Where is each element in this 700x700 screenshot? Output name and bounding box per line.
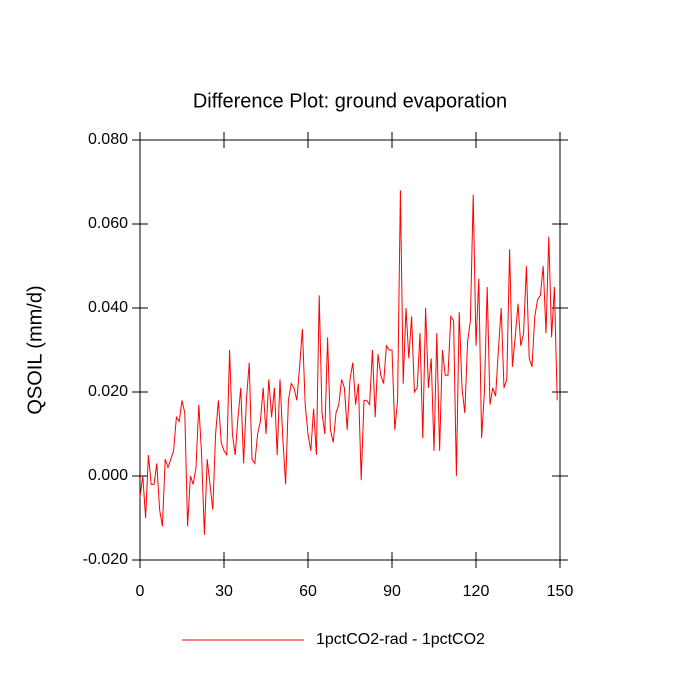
- x-tick-label: 60: [299, 583, 317, 600]
- y-tick-label: 0.000: [88, 467, 128, 484]
- x-tick-label: 120: [463, 583, 490, 600]
- y-tick-label: 0.080: [88, 131, 128, 148]
- y-axis-title: QSOIL (mm/d): [24, 285, 46, 414]
- x-tick-label: 90: [383, 583, 401, 600]
- data-line: [139, 190, 558, 535]
- x-tick-label: 150: [547, 583, 574, 600]
- y-tick-label: 0.060: [88, 215, 128, 232]
- y-tick-label: 0.020: [88, 383, 128, 400]
- plot-frame: [139, 139, 561, 561]
- y-tick-label: -0.020: [83, 551, 128, 568]
- x-tick-label: 30: [215, 583, 233, 600]
- x-tick-label: 0: [136, 583, 145, 600]
- chart-title: Difference Plot: ground evaporation: [193, 90, 507, 112]
- y-tick-label: 0.040: [88, 299, 128, 316]
- legend-label: 1pctCO2-rad - 1pctCO2: [316, 631, 485, 648]
